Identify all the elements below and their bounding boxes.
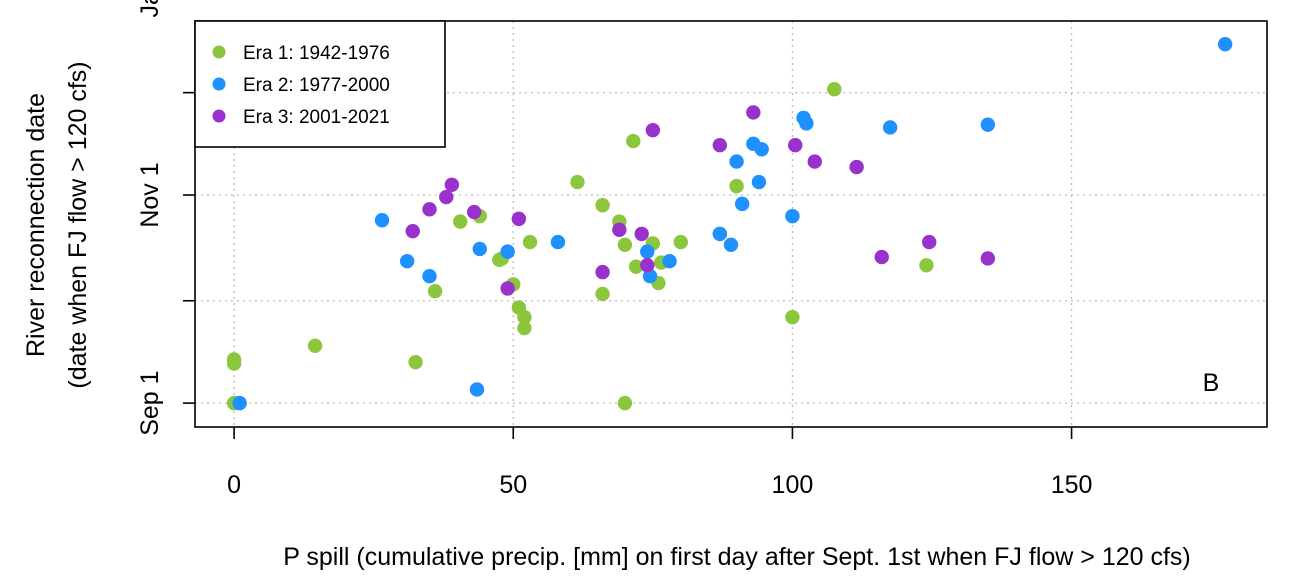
- x-tick-label: 150: [1051, 471, 1093, 499]
- x-axis-title: P spill (cumulative precip. [mm] on firs…: [283, 543, 1191, 571]
- data-point: [595, 264, 610, 280]
- data-point: [849, 159, 864, 175]
- legend-marker: [212, 77, 226, 91]
- data-point: [226, 356, 242, 371]
- data-point: [307, 338, 323, 353]
- data-point: [595, 286, 610, 302]
- data-point: [453, 214, 468, 229]
- series-era-1: [226, 82, 934, 411]
- y-axis-title-line2: (date when FJ flow > 120 cfs): [64, 61, 92, 388]
- x-tick-label: 100: [772, 471, 814, 499]
- data-point: [785, 208, 800, 224]
- y-tick-label: Jan 1: [136, 0, 164, 17]
- data-point: [799, 116, 814, 131]
- data-point: [550, 234, 566, 250]
- data-point: [595, 198, 610, 213]
- data-point: [874, 249, 889, 265]
- data-point: [511, 211, 527, 227]
- data-point: [882, 120, 898, 135]
- data-point: [444, 177, 460, 192]
- data-point: [734, 196, 750, 212]
- legend-marker: [212, 45, 226, 59]
- data-point: [427, 284, 443, 299]
- x-tick-label: 0: [227, 471, 241, 499]
- data-point: [642, 269, 658, 284]
- data-point: [788, 137, 803, 153]
- data-point: [746, 105, 761, 120]
- data-point: [469, 382, 485, 397]
- x-tick-label: 50: [499, 471, 527, 499]
- data-point: [919, 258, 934, 273]
- y-axis-title-line1: River reconnection date: [22, 93, 50, 357]
- data-point: [712, 226, 728, 242]
- data-point: [751, 174, 767, 190]
- y-tick-label: Sep 1: [136, 370, 164, 435]
- data-point: [626, 133, 641, 149]
- data-point: [640, 244, 655, 259]
- data-point: [617, 237, 633, 253]
- data-point: [673, 234, 688, 250]
- series-era-3: [405, 105, 996, 296]
- data-point: [232, 395, 247, 411]
- data-point: [399, 253, 415, 269]
- y-tick-label: Nov 1: [136, 162, 164, 227]
- data-point: [612, 222, 627, 237]
- data-point: [754, 142, 769, 157]
- data-point: [472, 241, 487, 257]
- data-point: [1217, 37, 1233, 52]
- data-point: [729, 178, 744, 194]
- data-point: [374, 213, 390, 228]
- data-point: [712, 137, 728, 153]
- panel-label: B: [1203, 369, 1220, 397]
- data-point: [662, 253, 677, 269]
- series-era-2: [232, 37, 1233, 411]
- legend-label: Era 3: 2001-2021: [243, 107, 390, 128]
- data-point: [422, 269, 437, 284]
- legend: Era 1: 1942-1976 Era 2: 1977-2000 Era 3: 2…: [194, 20, 446, 148]
- data-point: [980, 251, 996, 266]
- data-point: [827, 82, 842, 97]
- points-layer: [226, 37, 1233, 411]
- legend-marker: [212, 109, 226, 123]
- data-point: [439, 189, 454, 205]
- data-point: [785, 309, 800, 325]
- data-point: [634, 226, 649, 242]
- data-point: [522, 234, 538, 250]
- plot-frame: [194, 20, 1268, 428]
- data-point: [500, 244, 515, 259]
- legend-label: Era 2: 1977-2000: [243, 75, 390, 96]
- data-point: [807, 154, 822, 169]
- data-point: [500, 281, 515, 296]
- data-point: [570, 174, 585, 190]
- data-point: [628, 259, 644, 274]
- data-point: [723, 237, 739, 253]
- data-point: [922, 234, 937, 250]
- axis-layer: 0 50 100 150 Sep 1 Nov 1 Jan 1: [136, 0, 1092, 499]
- data-point: [980, 117, 996, 132]
- data-point: [645, 122, 661, 138]
- data-point: [466, 204, 482, 220]
- data-point: [640, 258, 655, 273]
- data-point: [729, 154, 744, 169]
- data-point: [517, 309, 532, 325]
- data-point: [422, 202, 437, 217]
- data-point: [517, 320, 532, 336]
- legend-label: Era 1: 1942-1976: [243, 43, 390, 64]
- data-point: [617, 395, 633, 411]
- data-point: [405, 223, 420, 239]
- legend-box: [194, 20, 446, 148]
- data-point: [408, 354, 423, 370]
